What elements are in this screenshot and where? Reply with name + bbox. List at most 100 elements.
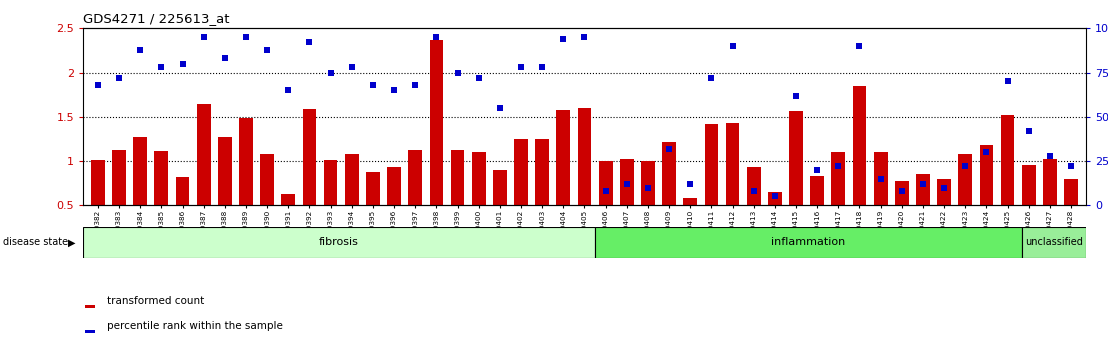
Bar — [514, 139, 527, 250]
Bar — [1043, 159, 1057, 250]
Point — [702, 75, 720, 81]
Bar — [853, 86, 866, 250]
Point — [787, 93, 804, 98]
Point — [300, 40, 318, 45]
Bar — [154, 152, 168, 250]
Point — [872, 176, 890, 182]
Point — [998, 79, 1016, 84]
Bar — [937, 179, 951, 250]
Bar — [684, 198, 697, 250]
Point — [449, 70, 466, 75]
Bar — [789, 110, 803, 250]
Bar — [430, 40, 443, 250]
Bar — [1022, 227, 1086, 258]
Bar — [1022, 166, 1036, 250]
Bar — [642, 161, 655, 250]
Bar — [768, 192, 782, 250]
Point — [893, 188, 911, 194]
Point — [216, 56, 234, 61]
Bar — [1064, 179, 1078, 250]
Bar — [535, 139, 550, 250]
Bar — [239, 118, 253, 250]
Bar — [705, 124, 718, 250]
Text: disease state: disease state — [3, 238, 69, 247]
Bar — [595, 227, 1022, 258]
Bar — [281, 194, 295, 250]
Bar — [302, 109, 316, 250]
Bar — [619, 159, 634, 250]
Point — [956, 164, 974, 169]
Bar — [366, 172, 380, 250]
Point — [914, 181, 932, 187]
Bar — [112, 150, 126, 250]
Point — [174, 61, 192, 67]
Point — [597, 188, 615, 194]
Point — [428, 34, 445, 40]
Bar — [409, 150, 422, 250]
Point — [512, 64, 530, 70]
Bar — [387, 167, 401, 250]
Point — [724, 43, 741, 49]
Point — [1019, 128, 1037, 134]
Bar — [197, 104, 211, 250]
Point — [745, 188, 762, 194]
Point — [1042, 153, 1059, 159]
Bar — [726, 123, 739, 250]
Point — [766, 194, 783, 199]
Text: GDS4271 / 225613_at: GDS4271 / 225613_at — [83, 12, 229, 25]
Point — [237, 34, 255, 40]
Text: fibrosis: fibrosis — [319, 238, 359, 247]
Bar — [176, 177, 189, 250]
Bar — [472, 152, 485, 250]
Point — [1063, 164, 1080, 169]
Bar — [958, 154, 972, 250]
Text: transformed count: transformed count — [107, 296, 205, 306]
Text: inflammation: inflammation — [771, 238, 845, 247]
Point — [110, 75, 127, 81]
Bar — [133, 137, 147, 250]
Bar — [493, 170, 506, 250]
Bar — [324, 160, 338, 250]
Point — [851, 43, 869, 49]
Point — [386, 87, 403, 93]
Point — [660, 146, 678, 152]
Point — [491, 105, 509, 111]
Point — [132, 47, 150, 52]
Point — [89, 82, 106, 88]
Point — [153, 64, 171, 70]
Bar — [916, 175, 930, 250]
Bar — [663, 142, 676, 250]
Bar — [874, 152, 888, 250]
Bar — [598, 161, 613, 250]
Bar — [895, 181, 909, 250]
Text: unclassified: unclassified — [1025, 238, 1083, 247]
Bar — [1001, 115, 1015, 250]
Bar — [91, 160, 105, 250]
Bar — [577, 108, 592, 250]
Point — [195, 34, 213, 40]
Bar — [83, 227, 595, 258]
Point — [935, 185, 953, 190]
Point — [618, 181, 636, 187]
Bar — [556, 110, 571, 250]
Text: percentile rank within the sample: percentile rank within the sample — [107, 321, 284, 331]
Bar — [218, 137, 232, 250]
Point — [470, 75, 488, 81]
Bar — [451, 150, 464, 250]
Point — [407, 82, 424, 88]
Point — [279, 87, 297, 93]
Point — [258, 47, 276, 52]
Text: ▶: ▶ — [68, 238, 75, 247]
Point — [830, 164, 848, 169]
Point — [365, 82, 382, 88]
Bar — [85, 330, 94, 333]
Point — [321, 70, 339, 75]
Bar — [260, 154, 274, 250]
Point — [809, 167, 827, 173]
Bar — [85, 305, 94, 308]
Bar — [345, 154, 359, 250]
Point — [342, 64, 360, 70]
Bar — [979, 145, 993, 250]
Bar — [831, 152, 845, 250]
Point — [533, 64, 551, 70]
